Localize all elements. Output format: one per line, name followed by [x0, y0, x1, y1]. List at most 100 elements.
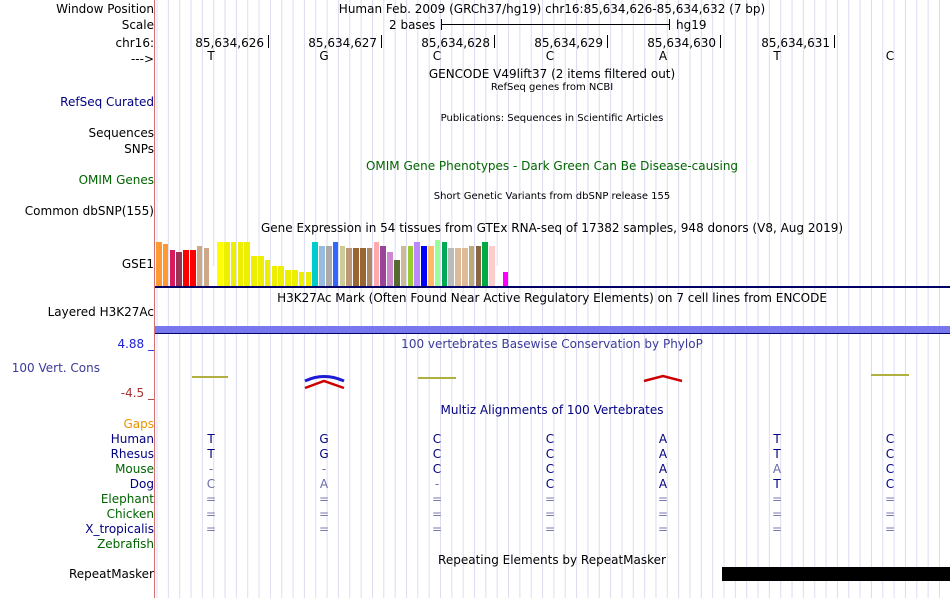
- gtex-tissue-bar[interactable]: [475, 246, 482, 286]
- alignment-base: -: [434, 477, 440, 491]
- gtex-tissue-bar[interactable]: [264, 260, 271, 286]
- species-label-human[interactable]: Human: [110, 432, 154, 446]
- gtex-tissue-bar[interactable]: [292, 270, 298, 286]
- gtex-tissue-bar[interactable]: [434, 240, 441, 286]
- gtex-tissue-bar[interactable]: [203, 248, 210, 286]
- species-label-rhesus[interactable]: Rhesus: [110, 447, 154, 461]
- gtex-tissue-bar[interactable]: [237, 242, 244, 286]
- alignment-base: G: [319, 432, 329, 446]
- gtex-tissue-bar[interactable]: [373, 242, 380, 286]
- gtex-tissue-bar[interactable]: [468, 246, 475, 286]
- ruler-base: C: [545, 49, 555, 63]
- sequences-track-label[interactable]: Sequences: [88, 126, 154, 140]
- alignment-base: =: [318, 522, 330, 536]
- gtex-tissue-bar[interactable]: [360, 248, 366, 286]
- strand-label: --->: [130, 52, 154, 66]
- gtex-tissue-bar[interactable]: [394, 260, 400, 286]
- alignment-base: T: [773, 447, 781, 461]
- gtex-tissue-bar[interactable]: [489, 246, 495, 286]
- gtex-tissue-bar[interactable]: [346, 248, 352, 286]
- alignment-base: T: [207, 447, 215, 461]
- gtex-tissue-bar[interactable]: [312, 242, 318, 286]
- gtex-tissue-bar[interactable]: [176, 252, 182, 286]
- gtex-tissue-bar[interactable]: [156, 242, 162, 286]
- gtex-tissue-bar[interactable]: [285, 270, 291, 286]
- gtex-tissue-bar[interactable]: [407, 246, 414, 286]
- alignment-base: -: [321, 462, 327, 476]
- alignment-base: =: [657, 507, 669, 521]
- snps-track-label[interactable]: SNPs: [124, 142, 154, 156]
- scale-bar-left-tick: [441, 19, 442, 30]
- gtex-tissue-bar[interactable]: [414, 242, 420, 286]
- gtex-baseline: [155, 286, 950, 288]
- gtex-tissue-bar[interactable]: [169, 250, 176, 286]
- gtex-tissue-bar[interactable]: [496, 266, 502, 286]
- gtex-tissue-bar[interactable]: [183, 250, 189, 286]
- gtex-tissue-bar[interactable]: [244, 242, 250, 286]
- alignment-base: C: [432, 432, 442, 446]
- gtex-bar-chart[interactable]: [155, 236, 535, 286]
- gtex-tissue-bar[interactable]: [258, 256, 264, 286]
- gtex-tissue-bar[interactable]: [502, 272, 509, 286]
- gtex-tissue-bar[interactable]: [380, 246, 386, 286]
- repeatmasker-element[interactable]: [722, 567, 950, 581]
- gtex-tissue-bar[interactable]: [326, 246, 332, 286]
- gtex-tissue-bar[interactable]: [251, 256, 257, 286]
- ruler-tick: [834, 35, 835, 48]
- gtex-tissue-bar[interactable]: [319, 246, 325, 286]
- dbsnp-track-label[interactable]: Common dbSNP(155): [24, 204, 154, 218]
- gtex-tissue-bar[interactable]: [298, 272, 305, 286]
- gtex-tissue-bar[interactable]: [455, 248, 461, 286]
- gutter-border: [154, 0, 155, 598]
- gtex-tissue-bar[interactable]: [387, 252, 393, 286]
- species-label-mouse[interactable]: Mouse: [115, 462, 154, 476]
- gencode-track-title[interactable]: GENCODE V49lift37 (2 items filtered out): [428, 67, 676, 81]
- species-label-x_tropicalis[interactable]: X_tropicalis: [85, 522, 154, 536]
- gaps-track-label[interactable]: Gaps: [123, 417, 154, 431]
- gtex-tissue-bar[interactable]: [271, 266, 278, 286]
- gtex-tissue-bar[interactable]: [482, 242, 488, 286]
- gse1-track-label[interactable]: GSE1: [121, 257, 154, 271]
- alignment-base: =: [205, 492, 217, 506]
- alignment-base: =: [544, 522, 556, 536]
- gtex-tissue-bar[interactable]: [190, 250, 196, 286]
- gtex-tissue-bar[interactable]: [448, 248, 454, 286]
- gtex-tissue-bar[interactable]: [217, 242, 223, 286]
- gtex-tissue-bar[interactable]: [421, 246, 427, 286]
- species-label-elephant[interactable]: Elephant: [100, 492, 154, 506]
- gtex-tissue-bar[interactable]: [278, 266, 284, 286]
- gtex-tissue-bar[interactable]: [400, 246, 407, 286]
- gtex-tissue-bar[interactable]: [332, 242, 339, 286]
- refseq-track-label[interactable]: RefSeq Curated: [60, 95, 154, 109]
- gtex-tissue-bar[interactable]: [162, 244, 169, 286]
- gtex-tissue-bar[interactable]: [339, 246, 346, 286]
- alignment-base: =: [431, 492, 443, 506]
- species-label-zebrafish[interactable]: Zebrafish: [97, 537, 154, 551]
- alignment-base: =: [544, 492, 556, 506]
- ruler-position-label: 85,634,628: [421, 36, 490, 50]
- gtex-tissue-bar[interactable]: [366, 248, 373, 286]
- ruler-position-label: 85,634,629: [534, 36, 603, 50]
- species-label-dog[interactable]: Dog: [129, 477, 154, 491]
- h3k27ac-track-label[interactable]: Layered H3K27Ac: [47, 305, 154, 319]
- gtex-tissue-bar[interactable]: [462, 248, 468, 286]
- gtex-tissue-bar[interactable]: [230, 242, 237, 286]
- gtex-tissue-bar[interactable]: [196, 246, 203, 286]
- gtex-tissue-bar[interactable]: [428, 246, 434, 286]
- scale-assembly: hg19: [676, 18, 707, 32]
- species-label-chicken[interactable]: Chicken: [106, 507, 154, 521]
- omim-track-label[interactable]: OMIM Genes: [78, 173, 154, 187]
- gtex-tissue-bar[interactable]: [353, 248, 359, 286]
- h3k27ac-signal-bar[interactable]: [155, 326, 950, 333]
- alignment-base: =: [771, 492, 783, 506]
- gtex-tissue-bar[interactable]: [441, 242, 448, 286]
- gtex-tissue-bar[interactable]: [210, 266, 216, 286]
- repeatmasker-track-label[interactable]: RepeatMasker: [68, 567, 154, 581]
- ruler-base: C: [885, 49, 895, 63]
- gtex-tissue-bar[interactable]: [305, 272, 312, 286]
- phylop-track-label[interactable]: 100 Vert. Cons: [11, 361, 100, 375]
- gtex-tissue-bar[interactable]: [224, 242, 230, 286]
- alignment-base: =: [205, 507, 217, 521]
- alignment-base: =: [205, 522, 217, 536]
